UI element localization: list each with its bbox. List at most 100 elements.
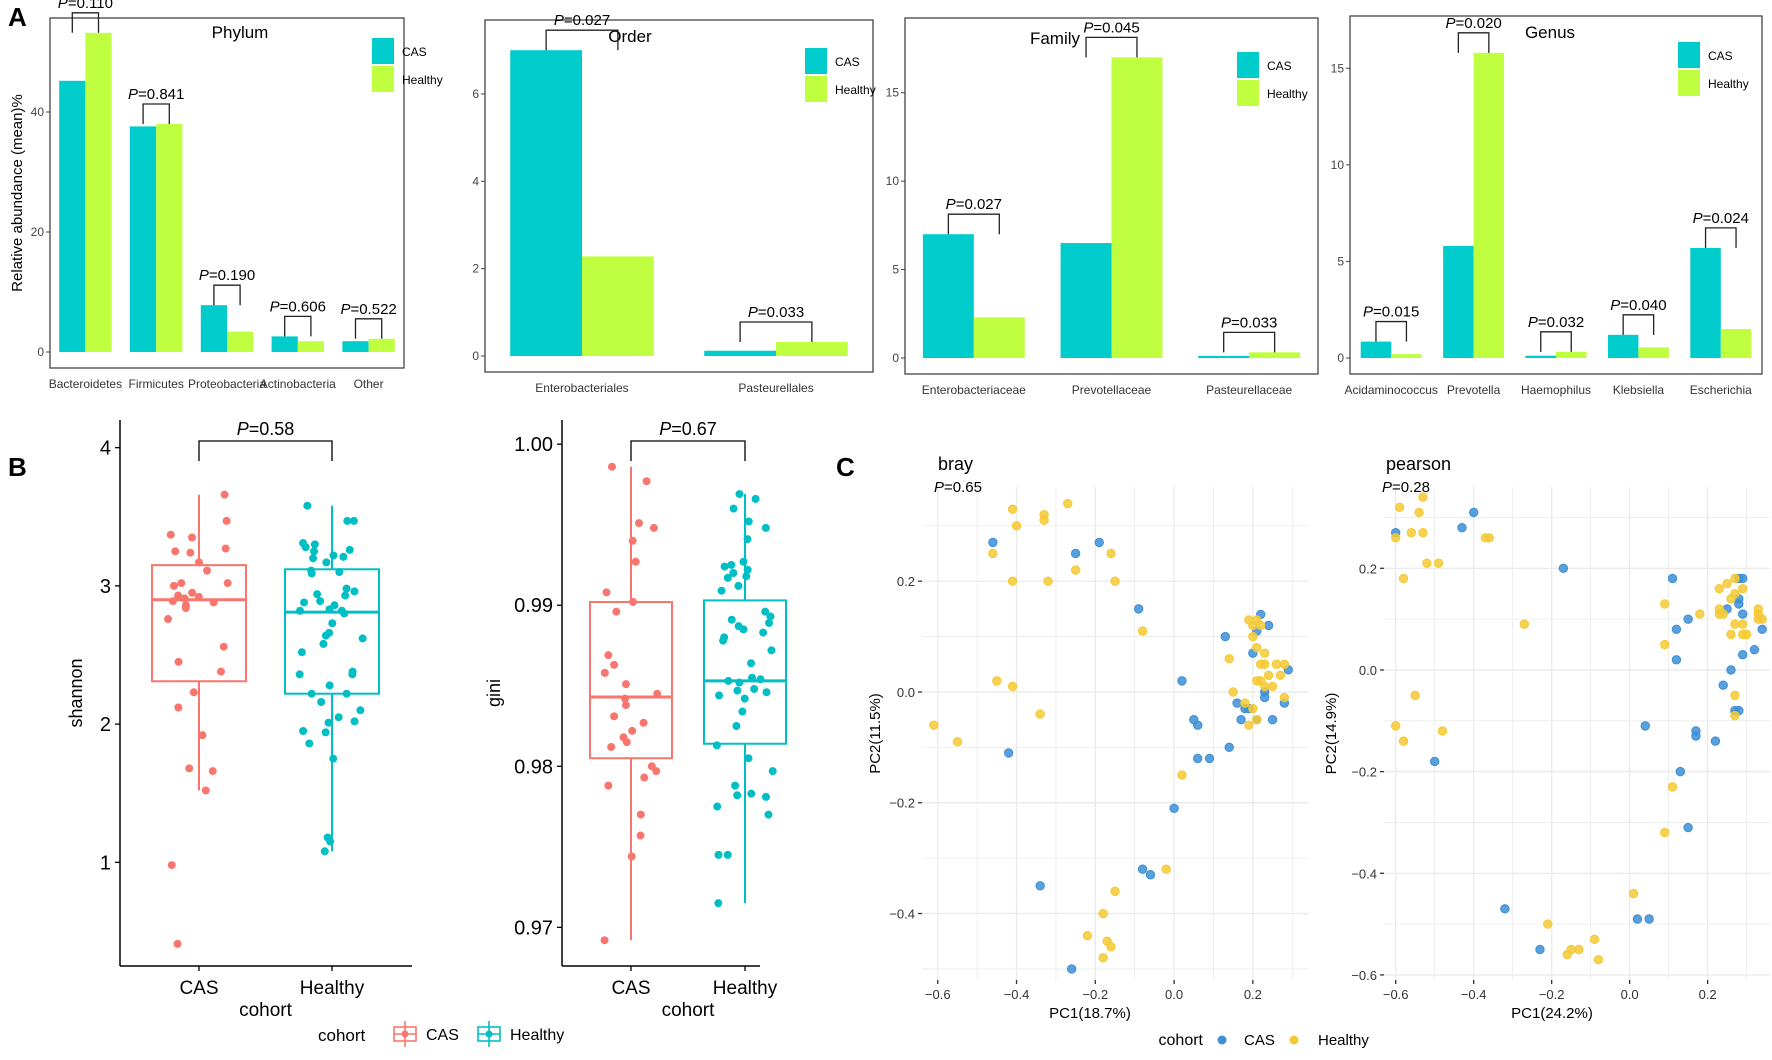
gini-point-healthy <box>714 899 723 908</box>
shannon-point-healthy <box>339 552 348 561</box>
gini-point-healthy <box>731 781 740 790</box>
pearson-point-cas <box>1757 624 1767 635</box>
phylum-sig-bracket <box>142 103 170 124</box>
pearson-point-healthy <box>1741 629 1752 640</box>
pearson-point-healthy <box>1410 690 1420 701</box>
shannon-point-cas <box>174 703 183 712</box>
shannon-point-cas <box>216 667 225 676</box>
bray-point-healthy <box>1098 908 1108 919</box>
pearson-point-healthy <box>1660 639 1670 650</box>
order-xtick-label: Enterobacteriales <box>535 381 628 395</box>
bray-xtick-label: −0.6 <box>925 987 951 1002</box>
phylum-bar-cas <box>130 126 157 353</box>
family-sig-bracket <box>1085 36 1138 58</box>
phylum-title: Phylum <box>212 23 269 42</box>
shannon-point-healthy <box>313 590 322 599</box>
pearson-point-cas <box>1675 766 1686 777</box>
pearson-point-cas <box>1632 914 1643 924</box>
phylum-bar-healthy <box>368 338 395 352</box>
bray-ytick-label: −0.2 <box>889 796 915 811</box>
shannon-point-healthy <box>321 631 330 640</box>
shannon-point-cas <box>188 533 197 542</box>
phylum-xtick-label: Bacteroidetes <box>49 377 122 391</box>
shannon-point-cas <box>164 615 173 624</box>
genus-frame <box>1349 15 1763 375</box>
family-sig-bracket <box>947 213 1000 235</box>
shannon-point-healthy <box>342 689 351 698</box>
bray-point-healthy <box>1007 681 1018 692</box>
bray-point-cas <box>1177 676 1187 686</box>
bray-point-healthy <box>1275 670 1286 681</box>
gini-point-cas <box>649 523 658 532</box>
shannon-point-healthy <box>295 606 304 615</box>
shannon-point-cas <box>222 516 231 525</box>
bray-point-healthy <box>1259 659 1270 669</box>
bray-point-healthy <box>1259 681 1270 692</box>
family-frame <box>904 17 1319 375</box>
shannon-point-healthy <box>340 609 349 618</box>
gini-point-healthy <box>747 789 756 798</box>
gini-point-healthy <box>739 557 748 566</box>
shannon-ytick-label: 1 <box>100 852 111 874</box>
phylum-bar-cas <box>342 341 369 352</box>
gini-point-cas <box>621 694 630 703</box>
gini-point-healthy <box>761 792 770 801</box>
gini-point-cas <box>653 689 662 698</box>
gini-xtick-label: CAS <box>611 978 650 999</box>
pearson-point-healthy <box>1394 502 1405 513</box>
bray-point-cas <box>1193 753 1203 764</box>
pearson-point-healthy <box>1562 949 1572 960</box>
gini-point-healthy <box>723 573 732 582</box>
pearson-point-cas <box>1671 624 1682 635</box>
shannon-box-cas <box>151 564 247 683</box>
phylum-ytick-label: 0 <box>37 345 44 359</box>
order-ytick-label: 4 <box>472 174 479 188</box>
order-bar-healthy <box>582 256 654 356</box>
shannon-point-cas <box>220 490 229 499</box>
bray-point-healthy <box>1043 576 1053 586</box>
bray-p-value: P=0.65 <box>934 479 982 496</box>
gini-ytick-label: 0.99 <box>514 595 553 617</box>
shannon-point-cas <box>198 731 207 740</box>
gini-point-healthy <box>766 612 775 621</box>
pearson-point-healthy <box>1433 558 1444 568</box>
genus-sig-bracket <box>1540 331 1572 352</box>
bray-xtick-label: 0.0 <box>1165 987 1183 1002</box>
shannon-xtick-label: CAS <box>179 978 218 999</box>
pearson-point-healthy <box>1484 533 1494 543</box>
gini-point-cas <box>600 668 609 677</box>
pearson-point-cas <box>1683 822 1693 833</box>
genus-bar-healthy <box>1556 351 1587 358</box>
shannon-point-cas <box>168 597 177 606</box>
pearson-point-cas <box>1738 650 1748 660</box>
shannon-point-cas <box>189 688 198 697</box>
shannon-point-healthy <box>299 727 308 736</box>
genus-bar-healthy <box>1720 329 1752 358</box>
bray-point-healthy <box>1240 698 1250 708</box>
family-title: Family <box>1030 29 1081 48</box>
bray-point-healthy <box>1110 886 1120 897</box>
shannon-point-healthy <box>295 670 304 679</box>
bray-point-healthy <box>1039 515 1049 525</box>
bray-point-cas <box>1035 881 1045 891</box>
bray-point-cas <box>1169 803 1179 813</box>
pcoa-legend-key-healthy <box>1289 1035 1299 1045</box>
gini-point-cas <box>607 742 616 751</box>
bray-xlabel: PC1(18.7%) <box>1049 1005 1131 1022</box>
family-bar-healthy <box>1111 57 1163 359</box>
pearson-point-healthy <box>1726 594 1736 604</box>
gini-ytick-label: 0.98 <box>514 756 553 778</box>
phylum-bar-healthy <box>297 341 324 352</box>
order-title: Order <box>608 27 652 46</box>
pearson-point-healthy <box>1730 690 1740 701</box>
family-bar-cas <box>1060 243 1112 358</box>
family-p-value: P=0.033 <box>1221 314 1277 331</box>
genus-p-value: P=0.040 <box>1610 297 1666 314</box>
gini-point-healthy <box>744 517 753 526</box>
shannon-sig-bracket <box>198 440 333 461</box>
panel-label-b: B <box>8 452 27 482</box>
gini-ytick-label: 1.00 <box>514 434 553 456</box>
gini-point-healthy <box>761 607 770 616</box>
family-legend-label-healthy: Healthy <box>1267 87 1308 101</box>
order-ytick-label: 6 <box>472 87 479 101</box>
